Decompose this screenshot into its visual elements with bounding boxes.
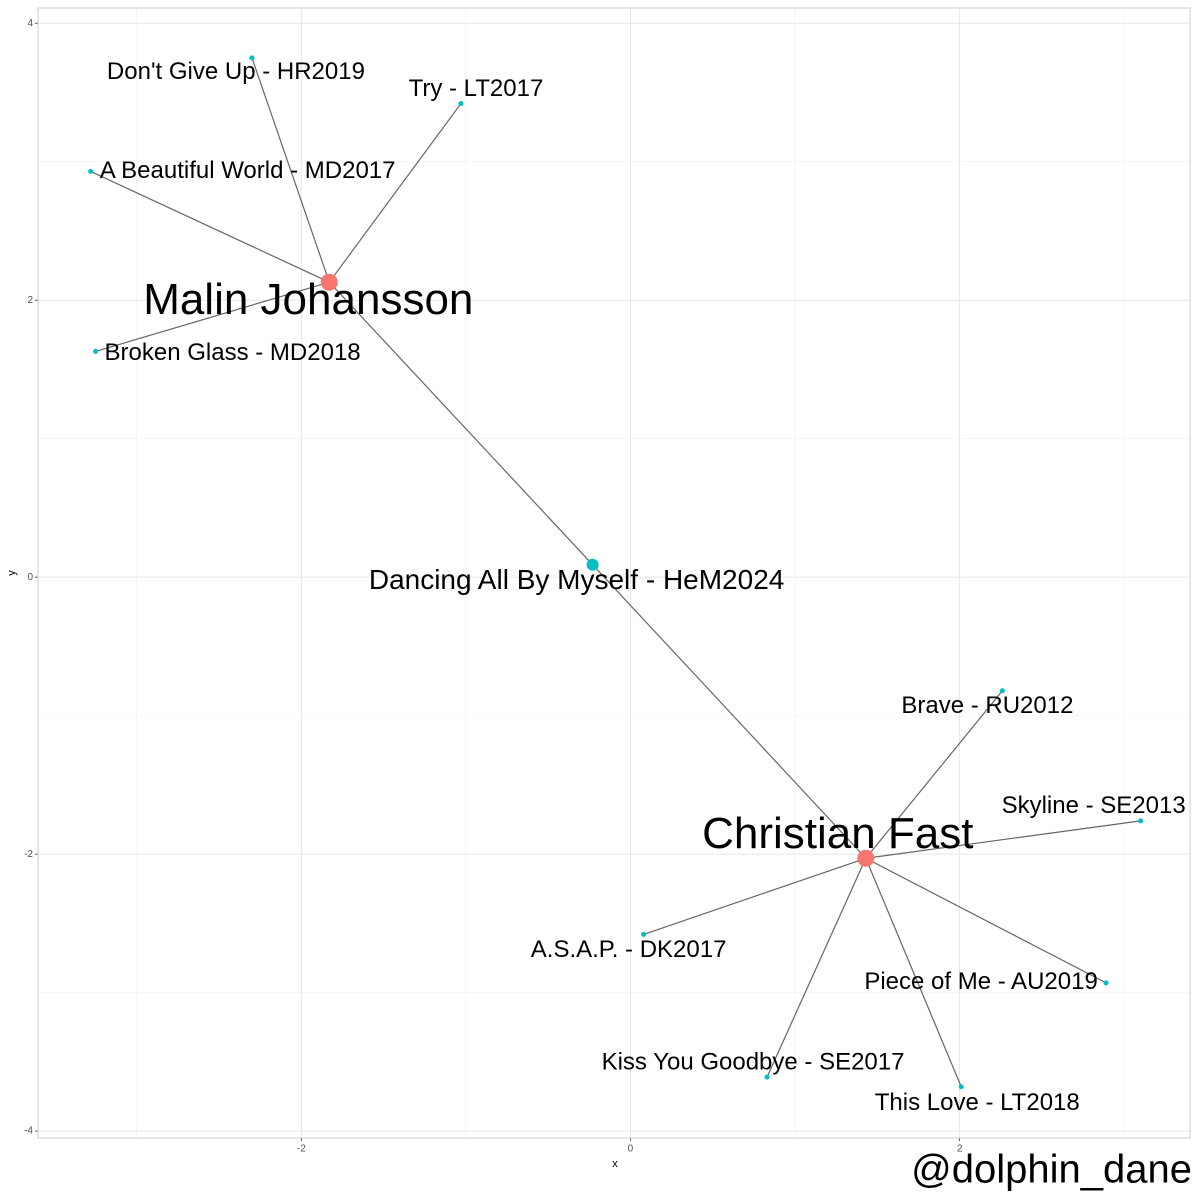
node — [93, 348, 99, 354]
node-label: Broken Glass - MD2018 — [105, 339, 361, 366]
node-label: Piece of Me - AU2019 — [864, 968, 1097, 995]
edge — [592, 564, 867, 859]
edge — [95, 281, 330, 353]
node — [458, 101, 464, 107]
x-tick-label: 0 — [628, 1144, 634, 1155]
edge — [865, 690, 1003, 859]
node-label: Dancing All By Myself - HeM2024 — [369, 564, 785, 595]
edge — [328, 103, 462, 283]
edge — [328, 281, 594, 566]
node — [1103, 980, 1109, 986]
x-axis-label: x — [612, 1158, 618, 1170]
y-tick-label: 4 — [27, 18, 33, 29]
edge — [865, 857, 1107, 984]
node — [764, 1074, 770, 1080]
y-tick-label: -2 — [24, 849, 33, 860]
panel-border — [37, 7, 1191, 1139]
y-tick-label: 2 — [27, 295, 33, 306]
node — [1138, 818, 1144, 824]
node-label: A Beautiful World - MD2017 — [100, 157, 396, 184]
node — [320, 273, 338, 291]
x-tick-label: -2 — [297, 1144, 306, 1155]
caption: @dolphin_dane — [911, 1148, 1192, 1192]
edge — [643, 857, 866, 936]
node — [641, 931, 647, 937]
node — [857, 849, 875, 867]
node-label: A.S.A.P. - DK2017 — [531, 936, 727, 963]
node-label: Kiss You Goodbye - SE2017 — [602, 1048, 905, 1075]
node-label: This Love - LT2018 — [875, 1089, 1080, 1116]
node-label: Try - LT2017 — [409, 75, 544, 102]
y-axis-label: y — [6, 570, 18, 576]
node — [249, 55, 255, 61]
node-label: Skyline - SE2013 — [1002, 792, 1186, 819]
node — [999, 688, 1005, 694]
node-label: Malin Johansson — [143, 275, 473, 324]
edge — [251, 57, 330, 283]
node-label: Christian Fast — [702, 809, 973, 858]
node — [88, 168, 94, 174]
node — [958, 1084, 964, 1090]
y-tick-label: -4 — [24, 1126, 33, 1137]
edge — [865, 858, 962, 1087]
node-label: Brave - RU2012 — [901, 692, 1073, 719]
node — [586, 558, 599, 571]
node-label: Don't Give Up - HR2019 — [107, 58, 365, 85]
y-tick-label: 0 — [27, 572, 33, 583]
edge — [865, 820, 1141, 859]
edge — [766, 858, 867, 1078]
edge — [90, 170, 330, 283]
x-tick-label: 2 — [957, 1144, 963, 1155]
